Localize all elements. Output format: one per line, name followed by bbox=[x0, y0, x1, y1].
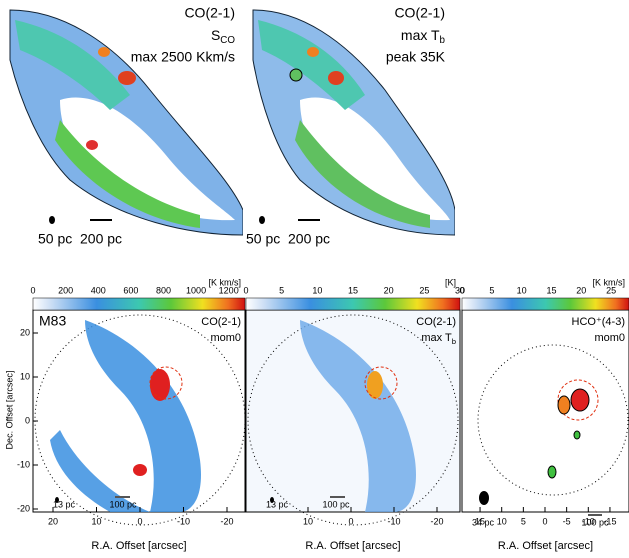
x-tick-label: 10 bbox=[497, 516, 507, 526]
colorbar-tick-label: 1000 bbox=[186, 285, 206, 295]
colorbar-tick-label: 200 bbox=[58, 285, 73, 295]
label-main: S bbox=[211, 27, 220, 43]
beam bbox=[259, 216, 265, 224]
x-tick-label: 10 bbox=[91, 516, 101, 526]
beam-label: 50 pc bbox=[38, 231, 72, 247]
panel-label: peak 35K bbox=[386, 49, 446, 65]
colorbar-tick-label: 5 bbox=[489, 285, 494, 295]
x-tick-label: -20 bbox=[220, 516, 233, 526]
panel-label: max Tb bbox=[401, 27, 446, 46]
x-tick-label: 0 bbox=[137, 516, 142, 526]
x-axis-label: R.A. Offset [arcsec] bbox=[498, 540, 593, 552]
scale-label: 100 pc bbox=[109, 499, 137, 509]
colorbar-tick-label: 20 bbox=[576, 285, 586, 295]
colorbar-unit: [K km/s] bbox=[592, 277, 625, 287]
panel-label: CO(2-1) bbox=[416, 316, 456, 328]
colorbar-tick-label: 400 bbox=[91, 285, 106, 295]
colorbar-tick-label: 800 bbox=[156, 285, 171, 295]
y-tick-label: -20 bbox=[17, 503, 30, 513]
label-main: mom0 bbox=[210, 332, 241, 344]
beam-label: 13 pc bbox=[266, 499, 289, 509]
colorbar bbox=[33, 298, 245, 310]
label-sub: CO bbox=[220, 35, 235, 46]
x-tick-label: 5 bbox=[521, 516, 526, 526]
panel-label: CO(2-1) bbox=[201, 316, 241, 328]
colorbar-tick-label: 0 bbox=[243, 285, 248, 295]
beam-label: 13 pc bbox=[53, 499, 76, 509]
scale-label: 100 pc bbox=[581, 517, 609, 527]
colorbar-unit: [K km/s] bbox=[208, 277, 241, 287]
colorbar-tick-label: 10 bbox=[517, 285, 527, 295]
colorbar-tick-label: 10 bbox=[312, 285, 322, 295]
panel-label: M83 bbox=[39, 313, 66, 329]
top-map-1 bbox=[10, 10, 243, 235]
y-tick-label: 10 bbox=[20, 371, 30, 381]
panel-label: max 2500 Kkm/s bbox=[131, 49, 235, 65]
colorbar-tick-label: 0 bbox=[459, 285, 464, 295]
colorbar bbox=[462, 298, 629, 310]
x-tick-label: -10 bbox=[387, 516, 400, 526]
y-tick-label: 0 bbox=[25, 415, 30, 425]
x-tick-label: 0 bbox=[542, 516, 547, 526]
figure: CO(2-1) SCO max 2500 Kkm/s 50 pc 200 pc CO(2-… bbox=[0, 0, 629, 558]
x-tick-label: -20 bbox=[430, 516, 443, 526]
x-axis-label: R.A. Offset [arcsec] bbox=[305, 540, 400, 552]
colorbar-tick-label: 5 bbox=[279, 285, 284, 295]
label-sub: b bbox=[440, 35, 446, 46]
x-axis-label: R.A. Offset [arcsec] bbox=[91, 540, 186, 552]
colorbar-tick-label: 25 bbox=[419, 285, 429, 295]
scale-label: 200 pc bbox=[288, 231, 330, 247]
colorbar-tick-label: 600 bbox=[123, 285, 138, 295]
y-tick-label: -10 bbox=[17, 459, 30, 469]
label-main: max T bbox=[421, 332, 452, 344]
label-main: max T bbox=[401, 27, 440, 43]
panel-label: mom0 bbox=[594, 332, 625, 344]
scale-label: 100 pc bbox=[322, 499, 350, 509]
x-tick-label: -10 bbox=[177, 516, 190, 526]
colorbar-tick-label: 20 bbox=[384, 285, 394, 295]
label-sub: b bbox=[452, 337, 456, 346]
panel-label: HCO⁺(4-3) bbox=[572, 316, 625, 328]
beam bbox=[49, 216, 55, 224]
colorbar bbox=[246, 298, 460, 310]
panel-label: CO(2-1) bbox=[184, 5, 235, 21]
x-tick-label: -5 bbox=[563, 516, 571, 526]
colorbar-tick-label: 15 bbox=[348, 285, 358, 295]
panel-label: CO(2-1) bbox=[394, 5, 445, 21]
y-axis-label: Dec. Offset [arcsec] bbox=[4, 371, 14, 450]
colorbar-unit: [K] bbox=[445, 277, 456, 287]
x-tick-label: 0 bbox=[348, 516, 353, 526]
colorbar-tick-label: 15 bbox=[546, 285, 556, 295]
beam-label: 50 pc bbox=[246, 231, 280, 247]
top-map-2 bbox=[253, 10, 455, 235]
panel-label: SCO bbox=[211, 27, 235, 46]
y-tick-label: 20 bbox=[20, 327, 30, 337]
x-tick-label: 20 bbox=[48, 516, 58, 526]
colorbar-tick-label: 0 bbox=[30, 285, 35, 295]
scale-label: 200 pc bbox=[80, 231, 122, 247]
beam-label: 34 pc bbox=[472, 517, 495, 527]
panel-label: mom0 bbox=[210, 332, 241, 344]
x-tick-label: 10 bbox=[303, 516, 313, 526]
label-main: mom0 bbox=[594, 332, 625, 344]
bottom-maps bbox=[33, 310, 629, 525]
